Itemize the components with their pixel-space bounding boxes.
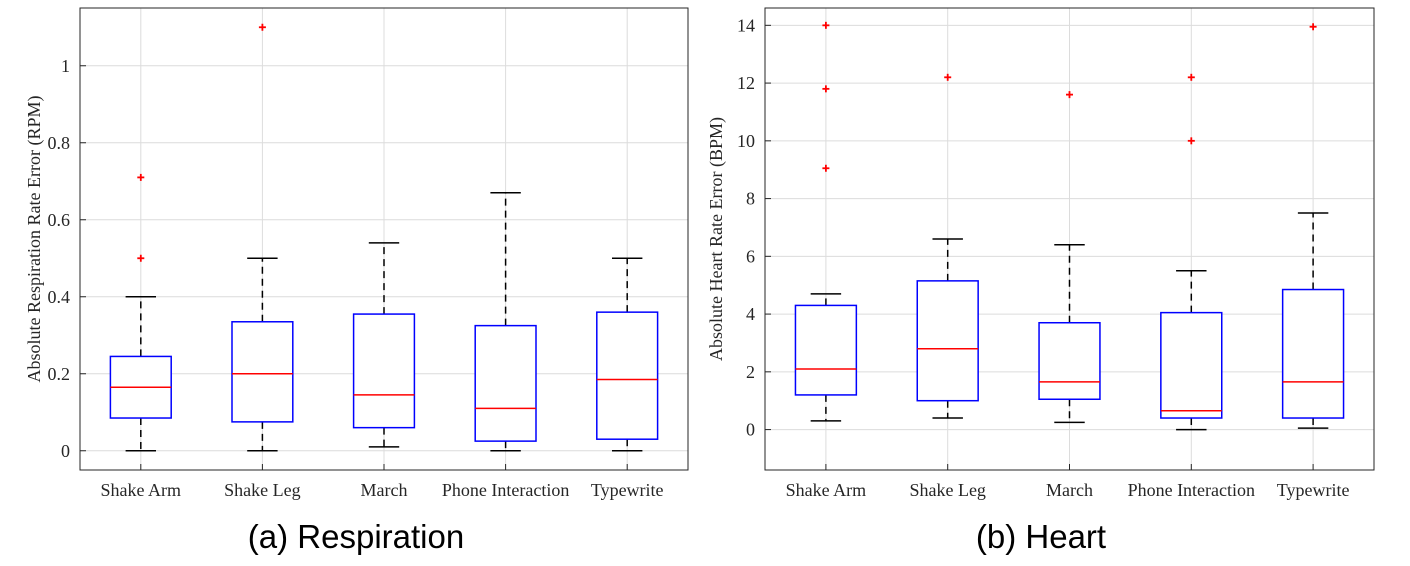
y-axis-label: Absolute Heart Rate Error (BPM)	[706, 117, 727, 361]
x-tick-label: Shake Arm	[786, 480, 867, 500]
box-group-5	[1281, 23, 1345, 429]
box-group-4	[1160, 73, 1223, 431]
iqr-box	[1281, 288, 1345, 419]
x-tick-label: March	[1046, 480, 1093, 500]
x-tick-label: Typewrite	[1277, 480, 1350, 500]
y-tick-label: 0.6	[48, 210, 71, 230]
x-tick-label: Shake Leg	[909, 480, 985, 500]
y-tick-label: 0.2	[48, 364, 71, 384]
chart-panel-2: 0 2 4 6 8 10 12 14 Shake Arm Shake Leg March Phone …	[706, 7, 1375, 555]
y-tick-label: 4	[746, 304, 755, 324]
y-tick-label: 0.8	[48, 133, 71, 153]
iqr-box	[1038, 321, 1101, 401]
outlier-marker	[258, 23, 266, 31]
y-tick-label: 0	[61, 441, 70, 461]
box-group-3	[352, 242, 416, 448]
y-tick-label: 2	[746, 362, 755, 382]
x-tick-label: Shake Arm	[101, 480, 182, 500]
y-tick-label: 14	[737, 15, 755, 35]
y-tick-label: 8	[746, 189, 755, 209]
outlier-marker	[137, 254, 145, 262]
x-tick-label: March	[361, 480, 408, 500]
y-tick-label: 6	[746, 246, 755, 266]
outlier-marker	[944, 73, 952, 81]
iqr-box	[596, 311, 659, 440]
panel-caption: (b) Heart	[976, 518, 1106, 555]
x-tick-label: Phone Interaction	[1128, 480, 1255, 500]
outlier-marker	[1187, 137, 1195, 145]
x-tick-label: Shake Leg	[224, 480, 300, 500]
outlier-marker	[822, 164, 830, 172]
y-tick-label: 12	[737, 73, 755, 93]
iqr-box	[794, 304, 858, 396]
iqr-box	[1160, 311, 1223, 419]
x-tick-label: Typewrite	[591, 480, 664, 500]
y-tick-label: 10	[737, 131, 755, 151]
box-group-4	[474, 192, 537, 452]
panel-caption: (a) Respiration	[248, 518, 464, 555]
x-tick-label: Phone Interaction	[442, 480, 569, 500]
outlier-marker	[822, 85, 830, 93]
y-tick-label: 0.4	[48, 287, 71, 307]
outlier-marker	[1309, 23, 1317, 31]
chart-panel-1: 0 0.2 0.4 0.6 0.8 1 Shake Arm Shake Leg March Pho…	[24, 7, 689, 555]
y-tick-label: 0	[746, 420, 755, 440]
iqr-box	[352, 313, 416, 429]
box-group-5	[596, 257, 659, 452]
box-group-2	[231, 23, 294, 452]
y-axis-label: Absolute Respiration Rate Error (RPM)	[24, 96, 45, 383]
box-group-1	[794, 21, 858, 422]
y-tick-label: 1	[61, 56, 70, 76]
iqr-box	[916, 280, 979, 402]
outlier-marker	[1066, 91, 1073, 99]
outlier-marker	[822, 21, 830, 29]
box-group-3	[1038, 91, 1101, 424]
box-group-1	[109, 173, 172, 452]
box-group-2	[916, 73, 979, 419]
outlier-marker	[137, 173, 145, 181]
iqr-box	[231, 321, 294, 423]
iqr-box	[474, 324, 537, 442]
outlier-marker	[1187, 73, 1195, 81]
